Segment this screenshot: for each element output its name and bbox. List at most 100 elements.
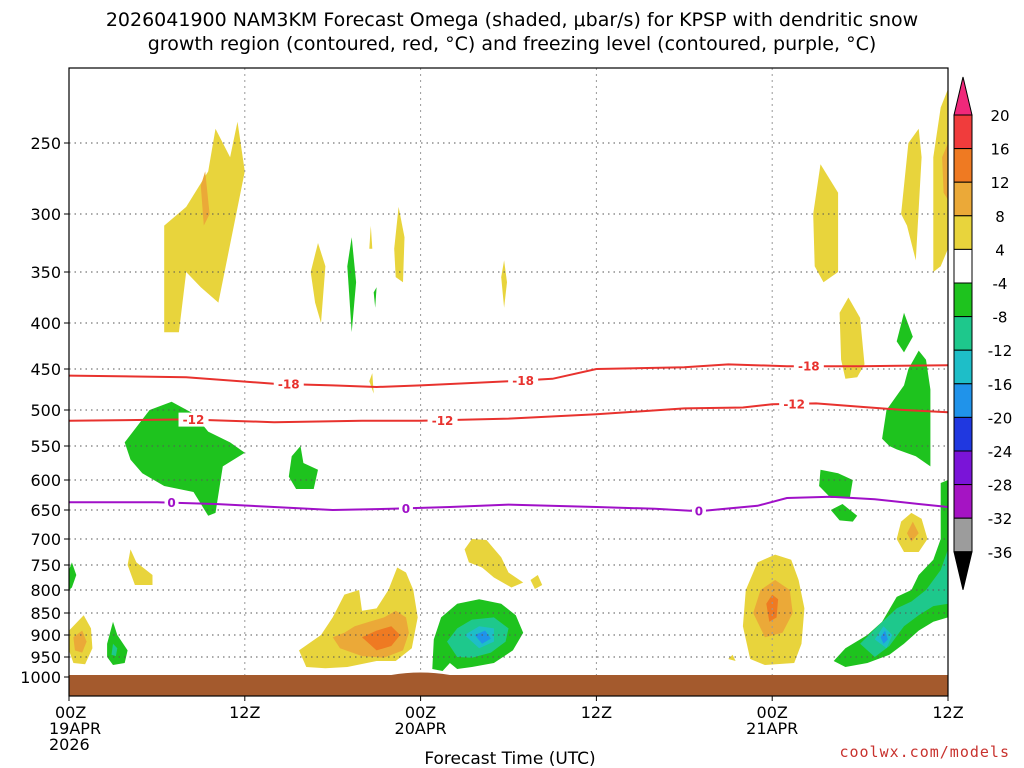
omega-shading [69, 89, 948, 671]
omega-region-21 [464, 539, 524, 588]
x-tick-label-0h-2: 2026 [49, 735, 90, 754]
omega-region-12 [942, 143, 948, 200]
contour-label-dgz-minus12: -12 [783, 397, 805, 411]
colorbar-bin-10 [953, 416, 973, 452]
omega-region-8 [813, 164, 839, 283]
colorbar-label-16: 16 [990, 141, 1009, 159]
colorbar-label--16: -16 [988, 376, 1013, 394]
contour-label-bg [427, 413, 458, 428]
colorbar-top-arrow [953, 76, 973, 116]
contour-dgz-minus18: -18 -18 -18 [68, 359, 949, 392]
x-tick-label-48h-0: 00Z [757, 703, 788, 722]
colorbar-bin-4 [953, 215, 973, 250]
omega-region-10 [901, 128, 922, 261]
colorbar-bottom-arrow [953, 551, 973, 590]
colorbar-bin-11 [953, 450, 973, 486]
x-tick-label-0h-1: 19APR [49, 719, 101, 738]
colorbar-label--12: -12 [988, 342, 1013, 360]
colorbar-bin-8 [953, 349, 973, 385]
omega-region-0 [164, 121, 245, 333]
contour-label-freezing-level: 0 [402, 502, 410, 516]
contour-label-bg [691, 504, 706, 519]
colorbar: 20 16 12 8 4 -4 -8 -12 -16 -20 -24 -28 -32 -36 [953, 76, 1013, 590]
colorbar-label--20: -20 [988, 409, 1013, 427]
omega-region-25 [362, 626, 401, 651]
contour-label-freezing-level: 0 [695, 505, 703, 519]
plot-area: -18 -18 -18 -12 -12 -12 0 0 0 [68, 67, 949, 697]
y-tick-label-500: 500 [30, 401, 61, 420]
omega-region-15 [288, 446, 318, 489]
omega-region-44 [880, 630, 888, 644]
colorbar-bin-6 [953, 282, 973, 318]
colorbar-label-12: 12 [990, 174, 1009, 192]
contour-label-bg [779, 396, 810, 411]
y-tick-label-600: 600 [30, 471, 61, 490]
x-tick-label-12h-0: 12Z [229, 703, 260, 722]
surface-ground [69, 675, 948, 696]
contour-line-dgz-minus12 [68, 402, 949, 424]
omega-region-6 [394, 206, 405, 283]
omega-region-19 [896, 312, 913, 353]
plot-frame [68, 67, 949, 697]
omega-region-9 [839, 297, 865, 379]
y-tick-label-350: 350 [30, 263, 61, 282]
contour-label-bg [793, 359, 824, 374]
omega-region-17 [819, 469, 853, 498]
omega-region-5 [373, 287, 377, 308]
colorbar-label-8: 8 [995, 208, 1005, 226]
x-axis-title: Forecast Time (UTC) [424, 749, 595, 768]
chart-title-line1: 2026041900 NAM3KM Forecast Omega (shaded… [106, 9, 918, 31]
omega-region-3 [347, 237, 357, 333]
surface-bump [391, 672, 450, 675]
contour-label-bg [508, 373, 539, 388]
x-tick-label-60h-0: 12Z [932, 703, 963, 722]
colorbar-label--36: -36 [988, 544, 1013, 562]
x-tick-label-48h-1: 21APR [746, 719, 798, 738]
omega-region-35 [728, 654, 736, 661]
contour-dgz-minus12: -12 -12 -12 [68, 396, 949, 428]
y-tick-label-400: 400 [30, 314, 61, 333]
omega-region-4 [369, 225, 373, 249]
colorbar-label--32: -32 [988, 510, 1013, 528]
colorbar-bin-9 [953, 383, 973, 418]
contour-line-freezing-level [69, 495, 949, 513]
colorbar-bin-7 [953, 316, 973, 351]
y-tick-label-900: 900 [30, 626, 61, 645]
contour-label-dgz-minus12: -12 [432, 414, 454, 428]
omega-region-1 [200, 171, 210, 226]
colorbar-label--28: -28 [988, 477, 1013, 495]
colorbar-label--4: -4 [993, 275, 1008, 293]
credit-text: coolwx.com/models [839, 743, 1010, 761]
chart-title-line2: growth region (contoured, red, °C) and f… [148, 33, 877, 55]
omega-region-30 [69, 562, 77, 590]
omega-region-34 [474, 630, 491, 644]
contour-label-dgz-minus18: -18 [798, 360, 820, 374]
y-tick-label-700: 700 [30, 530, 61, 549]
x-tick-label-24h-1: 20APR [395, 719, 447, 738]
omega-region-29 [111, 643, 118, 657]
y-tick-label-300: 300 [30, 205, 61, 224]
colorbar-label-20: 20 [990, 107, 1009, 125]
omega-region-18 [882, 350, 931, 467]
colorbar-bin-5 [953, 248, 973, 284]
omega-region-16 [830, 504, 858, 522]
y-tick-label-950: 950 [30, 648, 61, 667]
x-tick-label-36h-0: 12Z [581, 703, 612, 722]
contour-label-freezing-level: 0 [167, 496, 175, 510]
omega-region-2 [310, 243, 326, 323]
omega-region-40 [907, 521, 919, 542]
omega-region-13 [369, 373, 374, 394]
omega-region-7 [501, 260, 507, 308]
colorbar-label--8: -8 [993, 309, 1008, 327]
contour-label-bg [178, 412, 209, 427]
y-tick-label-1000: 1000 [20, 668, 61, 687]
colorbar-label-4: 4 [995, 241, 1005, 259]
colorbar-bin-3 [953, 181, 973, 217]
colorbar-bin-1 [953, 114, 973, 150]
omega-region-11 [933, 89, 948, 272]
colorbar-bin-12 [953, 484, 973, 519]
surface-layer [69, 672, 948, 696]
contour-label-dgz-minus18: -18 [512, 374, 534, 388]
